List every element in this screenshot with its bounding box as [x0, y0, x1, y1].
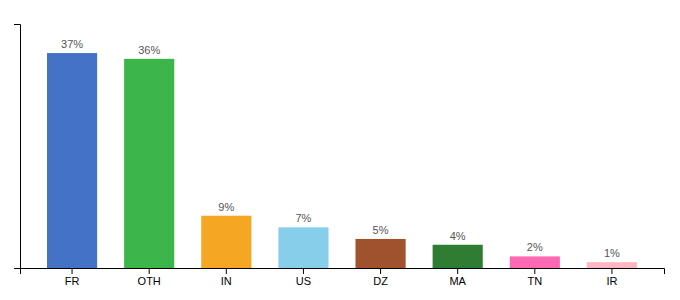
- data-label: 7%: [295, 212, 311, 224]
- bar: [47, 53, 97, 268]
- bar: [433, 245, 483, 268]
- x-axis: FR OTH IN US DZ MA TN IR: [21, 268, 665, 287]
- x-tick: OTH: [138, 268, 161, 287]
- bars: [47, 53, 637, 268]
- x-tick-mark: [457, 268, 458, 274]
- x-tick: MA: [449, 268, 466, 287]
- x-tick-label: US: [296, 275, 311, 287]
- x-tick-mark: [72, 268, 73, 274]
- x-tick: TN: [527, 268, 542, 287]
- x-tick-mark: [611, 268, 612, 274]
- bar: [278, 227, 328, 268]
- x-tick: FR: [65, 268, 80, 287]
- x-tick-mark: [226, 268, 227, 274]
- data-label: 4%: [450, 230, 466, 242]
- x-tick-label: TN: [527, 275, 542, 287]
- y-axis-line: [14, 25, 21, 269]
- x-tick-mark: [303, 268, 304, 274]
- data-label: 1%: [604, 247, 620, 259]
- bar: [201, 216, 251, 268]
- bar: [355, 239, 405, 268]
- x-tick-mark: [534, 268, 535, 274]
- x-tick: DZ: [373, 268, 388, 287]
- x-tick-label: OTH: [138, 275, 161, 287]
- bar: [124, 59, 174, 268]
- x-tick-mark: [149, 268, 150, 274]
- y-axis: [14, 25, 21, 269]
- x-tick-label: FR: [65, 275, 80, 287]
- x-tick-label: MA: [449, 275, 466, 287]
- plot: 37% 36% 9% 7% 5% 4% 2% 1% FR OTH IN US DZ MA TN IR: [14, 25, 665, 287]
- bar: [587, 262, 637, 268]
- bar: [510, 256, 560, 268]
- data-labels: 37% 36% 9% 7% 5% 4% 2% 1%: [61, 38, 620, 259]
- data-label: 36%: [138, 44, 160, 56]
- x-tick-mark: [380, 268, 381, 274]
- x-tick: IN: [221, 268, 232, 287]
- x-tick: US: [296, 268, 311, 287]
- data-label: 9%: [218, 201, 234, 213]
- data-label: 37%: [61, 38, 83, 50]
- chart: 37% 36% 9% 7% 5% 4% 2% 1% FR OTH IN US DZ MA TN IR: [0, 0, 680, 300]
- x-axis-line: [21, 269, 665, 275]
- x-tick-label: IN: [221, 275, 232, 287]
- data-label: 2%: [527, 241, 543, 253]
- x-tick-label: DZ: [373, 275, 388, 287]
- x-tick-label: IR: [606, 275, 617, 287]
- x-tick: IR: [606, 268, 617, 287]
- data-label: 5%: [373, 224, 389, 236]
